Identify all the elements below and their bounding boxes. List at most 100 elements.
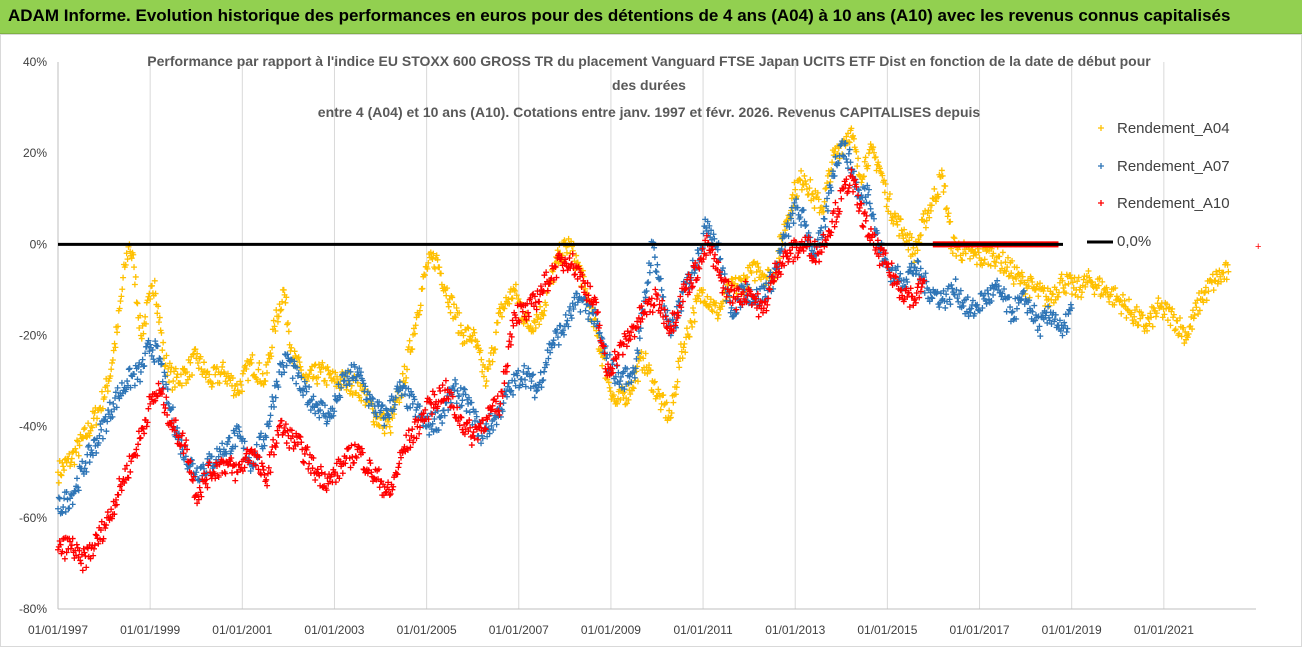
data-point-cloud bbox=[259, 370, 266, 377]
data-point-cloud bbox=[321, 377, 328, 384]
data-point-cloud bbox=[938, 173, 945, 180]
data-point-cloud bbox=[982, 297, 989, 304]
data-point-cloud bbox=[543, 269, 550, 276]
data-point bbox=[170, 378, 177, 385]
data-point-cloud bbox=[789, 191, 796, 198]
data-point-cloud bbox=[1035, 293, 1042, 300]
data-point-cloud bbox=[421, 271, 428, 278]
data-point-cloud bbox=[160, 339, 167, 346]
data-point-cloud bbox=[113, 501, 120, 508]
data-point-cloud bbox=[818, 249, 825, 256]
data-point-cloud bbox=[61, 555, 68, 562]
data-point-cloud bbox=[452, 380, 459, 387]
data-point-cloud bbox=[1057, 275, 1064, 282]
data-point-cloud bbox=[465, 325, 472, 332]
data-point-cloud bbox=[450, 301, 457, 308]
data-point-cloud bbox=[894, 221, 901, 228]
data-point-cloud bbox=[554, 247, 561, 254]
data-point-cloud bbox=[827, 184, 834, 191]
data-point-cloud bbox=[310, 455, 317, 462]
data-point bbox=[967, 309, 974, 316]
legend-label: Rendement_A07 bbox=[1117, 158, 1230, 175]
data-point-cloud bbox=[842, 181, 849, 188]
data-point-cloud bbox=[62, 508, 69, 515]
data-point-cloud bbox=[312, 410, 319, 417]
data-point-cloud bbox=[704, 293, 711, 300]
data-point-cloud bbox=[698, 287, 705, 294]
data-point-cloud bbox=[1144, 327, 1151, 334]
data-point-cloud bbox=[1031, 302, 1038, 309]
data-point-cloud bbox=[781, 262, 788, 269]
data-point-cloud bbox=[858, 200, 865, 207]
data-point-cloud bbox=[1066, 306, 1073, 313]
data-point-cloud bbox=[901, 226, 908, 233]
data-point-cloud bbox=[626, 373, 633, 380]
data-point-cloud bbox=[267, 469, 274, 476]
data-point-cloud bbox=[1189, 326, 1196, 333]
data-point-cloud bbox=[985, 290, 992, 297]
data-point-cloud bbox=[706, 301, 713, 308]
data-point-cloud bbox=[208, 453, 215, 460]
data-point-cloud bbox=[850, 188, 857, 195]
data-point-cloud bbox=[940, 188, 947, 195]
data-point-cloud bbox=[317, 407, 324, 414]
data-point-cloud bbox=[76, 547, 83, 554]
data-point-cloud bbox=[260, 466, 267, 473]
data-point-cloud bbox=[506, 300, 513, 307]
data-point-cloud bbox=[100, 535, 107, 542]
data-point-cloud bbox=[573, 290, 580, 297]
data-point-cloud bbox=[908, 234, 915, 241]
data-point-cloud bbox=[537, 315, 544, 322]
data-point-cloud bbox=[744, 292, 751, 299]
data-point-cloud bbox=[295, 370, 302, 377]
data-point-cloud bbox=[128, 458, 135, 465]
data-point-cloud bbox=[258, 460, 265, 467]
data-point-cloud bbox=[654, 261, 661, 268]
data-point bbox=[133, 446, 140, 453]
data-point-cloud bbox=[467, 333, 474, 340]
data-point-cloud bbox=[321, 402, 328, 409]
data-point-cloud bbox=[574, 299, 581, 306]
data-point-cloud bbox=[577, 308, 584, 315]
data-point-cloud bbox=[74, 438, 81, 445]
data-point-cloud bbox=[319, 359, 326, 366]
data-point-cloud bbox=[255, 466, 262, 473]
data-point-cloud bbox=[294, 364, 301, 371]
data-point-cloud bbox=[629, 384, 636, 391]
data-point-cloud bbox=[67, 495, 74, 502]
data-point-cloud bbox=[426, 431, 433, 438]
data-point-cloud bbox=[668, 409, 675, 416]
x-tick-label: 01/01/2019 bbox=[1042, 623, 1102, 637]
data-point-cloud bbox=[866, 200, 873, 207]
data-point-cloud bbox=[554, 334, 561, 341]
data-point-cloud bbox=[265, 464, 272, 471]
data-point-cloud bbox=[157, 356, 164, 363]
report-title: ADAM Informe. Evolution historique des p… bbox=[8, 6, 1231, 25]
data-point-cloud bbox=[480, 373, 487, 380]
data-point-cloud bbox=[444, 299, 451, 306]
data-point-cloud bbox=[142, 320, 149, 327]
data-point-cloud bbox=[140, 330, 147, 337]
data-point-cloud bbox=[864, 165, 871, 172]
data-point-cloud bbox=[1103, 284, 1110, 291]
data-point-cloud bbox=[870, 215, 877, 222]
data-point-cloud bbox=[946, 296, 953, 303]
data-point-cloud bbox=[865, 191, 872, 198]
data-point-cloud bbox=[163, 352, 170, 359]
data-point-cloud bbox=[853, 183, 860, 190]
data-point bbox=[865, 150, 872, 157]
data-point-cloud bbox=[511, 377, 518, 384]
data-point-cloud bbox=[862, 154, 869, 161]
data-point-cloud bbox=[461, 431, 468, 438]
data-point-cloud bbox=[378, 478, 385, 485]
data-point-cloud bbox=[89, 452, 96, 459]
data-point-cloud bbox=[619, 351, 626, 358]
data-point-cloud bbox=[870, 149, 877, 156]
data-point-cloud bbox=[877, 245, 884, 252]
data-point-cloud bbox=[800, 207, 807, 214]
data-point-cloud bbox=[281, 425, 288, 432]
data-point-cloud bbox=[408, 388, 415, 395]
data-point-cloud bbox=[785, 233, 792, 240]
data-point-cloud bbox=[883, 203, 890, 210]
data-point-cloud bbox=[837, 142, 844, 149]
